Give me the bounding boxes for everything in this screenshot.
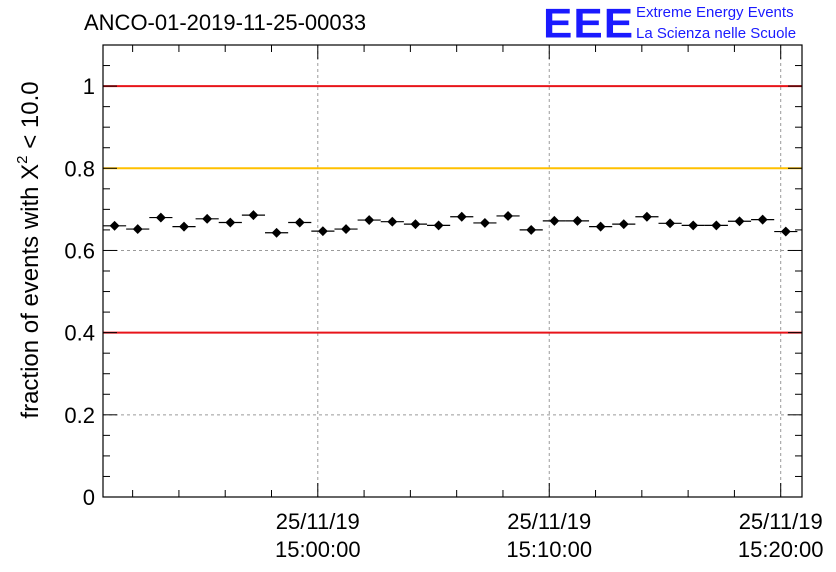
data-point xyxy=(427,220,451,231)
point-marker xyxy=(503,210,513,221)
data-point xyxy=(681,220,705,231)
point-marker xyxy=(271,227,282,238)
point-marker xyxy=(341,224,351,235)
point-marker xyxy=(641,211,652,222)
y-tick-label: 0 xyxy=(83,485,95,510)
data-point xyxy=(357,215,381,225)
x-tick-time: 15:00:00 xyxy=(275,537,361,562)
point-marker xyxy=(387,216,398,227)
point-marker xyxy=(734,216,745,227)
point-marker xyxy=(526,224,537,235)
x-tick-date: 25/11/19 xyxy=(507,509,591,534)
data-point xyxy=(589,221,613,232)
data-point xyxy=(727,216,752,227)
data-point xyxy=(126,224,150,235)
point-marker xyxy=(155,212,166,223)
axis-ticks xyxy=(103,44,802,498)
data-point xyxy=(473,217,497,228)
x-tick-time: 15:20:00 xyxy=(738,537,824,562)
point-marker xyxy=(433,220,444,231)
data-point xyxy=(288,217,312,228)
data-point xyxy=(751,214,775,225)
point-marker xyxy=(248,210,259,221)
data-point xyxy=(172,221,196,232)
point-marker xyxy=(202,213,213,224)
y-tick-label: 0.6 xyxy=(64,238,95,263)
x-tick-label: 25/11/19 15:10:00 xyxy=(506,509,592,562)
point-marker xyxy=(595,221,606,232)
data-point xyxy=(635,211,659,222)
point-marker xyxy=(665,218,676,229)
x-tick-labels: 25/11/1915:00:0025/11/1915:10:0025/11/19… xyxy=(275,509,824,562)
point-marker xyxy=(711,220,722,231)
point-marker xyxy=(294,217,305,228)
logo-tagline-2: La Scienza nelle Scuole xyxy=(636,25,797,42)
point-marker xyxy=(479,217,490,228)
point-marker xyxy=(780,226,791,237)
point-marker xyxy=(132,224,143,235)
data-point xyxy=(195,213,219,224)
point-marker xyxy=(572,215,583,226)
point-marker xyxy=(549,215,560,226)
data-point xyxy=(450,211,474,222)
x-tick-time: 15:10:00 xyxy=(506,537,592,562)
point-marker xyxy=(456,211,467,222)
point-marker xyxy=(364,215,375,225)
point-marker xyxy=(179,221,189,232)
point-marker xyxy=(618,219,629,230)
y-axis-label: fraction of events with X2 < 10.0 xyxy=(14,81,44,418)
y-tick-label: 1 xyxy=(83,74,95,99)
logo-tagline-1: Extreme Energy Events xyxy=(636,4,794,21)
x-tick-label: 25/11/19 15:00:00 xyxy=(275,509,361,562)
x-tick-date: 25/11/19 xyxy=(276,509,360,534)
point-marker xyxy=(410,219,421,230)
data-point xyxy=(311,226,335,237)
data-point xyxy=(542,215,566,226)
point-marker xyxy=(109,220,120,231)
point-marker xyxy=(317,226,328,237)
data-point xyxy=(103,220,127,231)
data-point xyxy=(496,210,520,221)
x-tick-label: 25/11/19 15:20:00 xyxy=(738,509,824,562)
y-tick-label: 0.8 xyxy=(64,156,95,181)
plot-frame xyxy=(102,44,803,498)
y-tick-label: 0.2 xyxy=(64,403,95,428)
data-point xyxy=(704,220,728,231)
data-point xyxy=(241,210,266,221)
data-point xyxy=(774,226,798,237)
data-point xyxy=(612,219,636,230)
y-tick-label: 0.4 xyxy=(64,321,95,346)
grid-layer xyxy=(103,45,802,497)
data-point xyxy=(519,224,543,235)
data-point xyxy=(265,227,289,238)
data-points xyxy=(103,210,798,238)
data-point xyxy=(218,217,242,228)
data-point xyxy=(380,216,404,227)
point-marker xyxy=(688,220,699,231)
point-marker xyxy=(225,217,236,228)
reference-lines xyxy=(103,85,802,334)
x-tick-date: 25/11/19 xyxy=(739,509,823,534)
data-point xyxy=(149,212,173,223)
eee-logo-mark: EEE xyxy=(543,0,635,47)
data-point xyxy=(403,219,428,230)
run-title: ANCO-01-2019-11-25-00033 xyxy=(84,10,367,35)
data-point xyxy=(334,224,358,235)
data-point xyxy=(658,218,682,229)
y-tick-labels: 0 0.2 0.4 0.6 0.8 1 xyxy=(64,74,95,510)
point-marker xyxy=(757,214,768,225)
data-point xyxy=(565,215,590,226)
